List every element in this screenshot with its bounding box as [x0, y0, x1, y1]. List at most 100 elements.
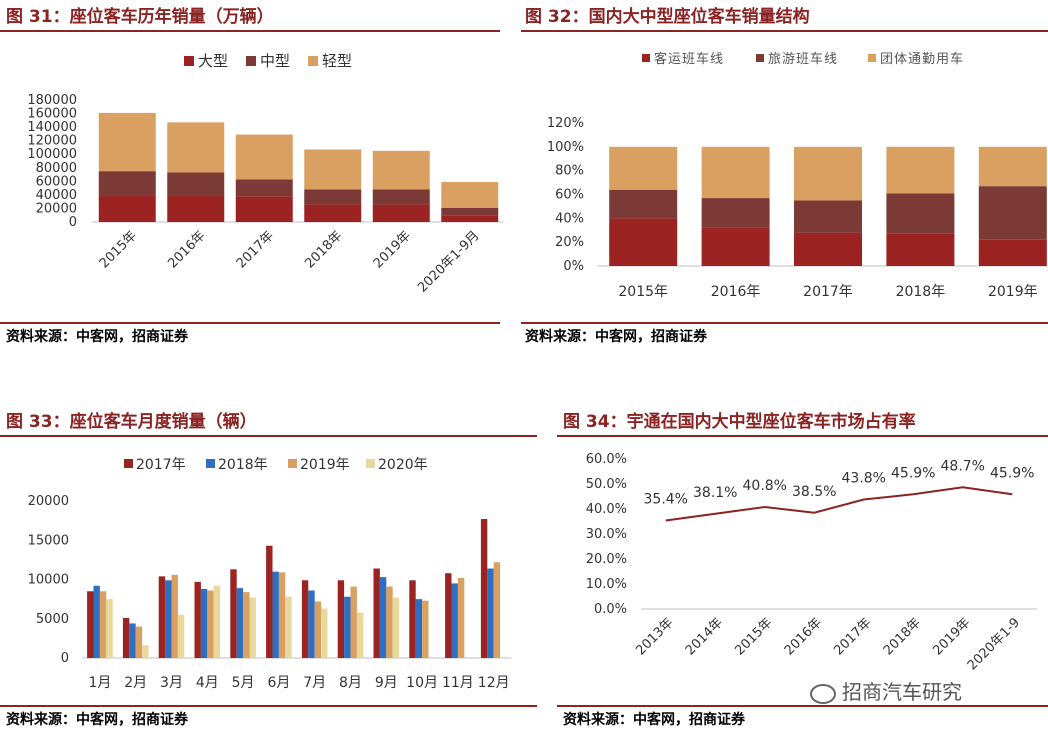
fig33-ytick-label: 0	[61, 651, 69, 666]
fig33-bar	[142, 645, 149, 658]
fig32-x-tick-label: 2016年	[711, 284, 761, 300]
fig33-x-tick-label: 2月	[124, 675, 147, 691]
fig31-bar	[372, 204, 430, 222]
fig31-title: 图 31：座位客车历年销量（万辆）	[6, 7, 274, 27]
fig34-source: 资料来源：中客网，招商证券	[563, 712, 745, 728]
fig32-ytick-label: 40%	[555, 211, 584, 226]
fig34-x-tick-label: 2019年	[930, 615, 973, 658]
fig33-bar	[392, 597, 400, 658]
fig32-x-tick-label: 2019年	[988, 284, 1038, 300]
fig31-ytick-label: 60000	[36, 174, 77, 189]
fig33-x-tick-label: 9月	[375, 675, 398, 691]
fig34-data-label: 38.5%	[792, 484, 836, 500]
fig34-ytick-label: 0.0%	[594, 602, 627, 617]
fig33-x-tick-label: 3月	[160, 675, 183, 691]
fig32-title: 图 32：国内大中型座位客车销量结构	[525, 7, 810, 27]
fig31-x-tick-label: 2017年	[234, 228, 277, 271]
fig33-bar	[99, 591, 107, 658]
fig33-x-tick-label: 7月	[303, 675, 326, 691]
fig32-legend-label: 团体通勤用车	[880, 51, 964, 67]
fig33-bar	[165, 580, 172, 658]
fig33-bar	[344, 596, 351, 658]
fig31-ytick-label: 0	[69, 215, 77, 230]
fig32-legend-label: 客运班车线	[654, 51, 724, 67]
fig31-x-tick-label: 2020年1-9月	[415, 228, 482, 295]
fig31-bar	[235, 196, 293, 222]
fig34-ytick-label: 50.0%	[586, 477, 627, 492]
fig31-bar	[98, 112, 156, 172]
fig33-top-rule	[0, 435, 537, 437]
fig33-x-tick-label: 1月	[88, 675, 111, 691]
fig32-top-rule	[521, 30, 1048, 32]
fig33-x-tick-label: 4月	[196, 675, 219, 691]
fig32-bar	[978, 146, 1047, 187]
fig31-bar	[167, 122, 225, 173]
fig32-bar	[701, 198, 770, 228]
fig34-data-label: 48.7%	[941, 458, 985, 474]
fig31-legend-label: 大型	[198, 52, 228, 70]
fig33-legend-label: 2018年	[218, 457, 268, 473]
fig31-legend-swatch	[308, 56, 318, 66]
fig34-ytick-label: 30.0%	[586, 527, 627, 542]
fig33-bar	[230, 569, 237, 658]
fig31-bar	[304, 204, 362, 222]
fig32-bar	[701, 146, 770, 199]
fig33-legend-swatch	[288, 459, 297, 468]
fig31-legend-swatch	[246, 56, 256, 66]
fig33-ytick-label: 10000	[28, 573, 69, 588]
fig33-x-tick-label: 6月	[267, 675, 290, 691]
fig33-bar	[422, 600, 429, 658]
fig31-bar	[304, 189, 362, 205]
fig33-bar	[409, 580, 416, 658]
fig33-x-tick-label: 8月	[339, 675, 362, 691]
fig33-ytick-label: 5000	[36, 612, 69, 627]
fig31-bar	[98, 195, 156, 222]
fig33-bar	[129, 623, 136, 658]
fig33-legend-swatch	[366, 459, 375, 468]
fig33-title: 图 33：座位客车月度销量（辆）	[6, 412, 257, 432]
fig32-bottom-rule	[521, 322, 1048, 324]
fig32-legend-swatch	[868, 54, 876, 62]
fig34-data-label: 40.8%	[743, 478, 787, 494]
fig31-bar	[441, 182, 499, 208]
fig33-legend-swatch	[206, 459, 215, 468]
watermark: 招商汽车研究	[810, 676, 962, 705]
fig33-bar	[87, 591, 94, 658]
fig31-source: 资料来源：中客网，招商证券	[6, 329, 188, 345]
fig31-x-tick-label: 2019年	[371, 228, 414, 271]
fig34-data-label: 45.9%	[891, 465, 935, 481]
fig33-bar	[321, 608, 328, 658]
fig33-bar	[249, 597, 256, 658]
fig34-ytick-label: 20.0%	[586, 552, 627, 567]
fig34-ytick-label: 40.0%	[586, 502, 627, 517]
fig34-ytick-label: 10.0%	[586, 577, 627, 592]
fig31-bar	[372, 150, 430, 190]
fig33-bar	[194, 581, 201, 658]
fig32-bar	[609, 146, 678, 190]
fig34-series-line	[665, 486, 1013, 522]
wechat-icon	[810, 683, 836, 704]
watermark-text: 招商汽车研究	[842, 680, 962, 704]
fig31-ytick-label: 140000	[27, 120, 77, 135]
fig33-bar	[379, 577, 387, 658]
fig32-legend-label: 旅游班车线	[768, 51, 838, 67]
fig32-legend-swatch	[756, 54, 764, 62]
fig31-ytick-label: 40000	[36, 188, 77, 203]
fig33-bar	[278, 572, 286, 658]
fig33-bar	[177, 614, 185, 658]
fig33-bar	[445, 573, 452, 658]
fig33-bar	[272, 571, 279, 658]
fig32-bar	[794, 232, 862, 266]
fig31-legend-swatch	[184, 56, 194, 66]
fig31-bar	[167, 172, 225, 196]
fig32-bar	[609, 218, 678, 266]
fig33-bar	[301, 580, 309, 658]
fig33-x-tick-label: 10月	[406, 675, 438, 691]
fig33-legend-label: 2019年	[300, 457, 350, 473]
fig34-title: 图 34：宇通在国内大中型座位客车市场占有率	[563, 412, 916, 432]
fig33-bottom-rule	[0, 705, 537, 707]
fig31-legend-label: 轻型	[322, 52, 352, 70]
fig32-ytick-label: 80%	[555, 164, 584, 179]
fig31-x-tick-label: 2016年	[165, 228, 208, 271]
